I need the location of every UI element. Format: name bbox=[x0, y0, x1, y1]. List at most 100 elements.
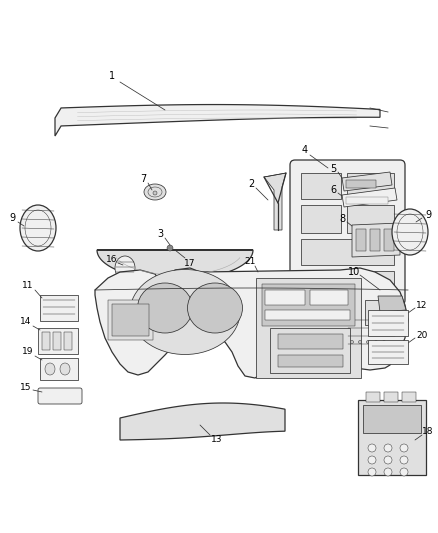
Polygon shape bbox=[97, 250, 253, 280]
Text: 4: 4 bbox=[302, 145, 308, 155]
Ellipse shape bbox=[60, 363, 70, 375]
Text: 7: 7 bbox=[140, 174, 146, 184]
Bar bbox=[53, 332, 61, 350]
Ellipse shape bbox=[400, 468, 408, 476]
Bar bbox=[108, 300, 153, 340]
Text: 16: 16 bbox=[106, 255, 118, 264]
Text: 12: 12 bbox=[416, 301, 427, 310]
Bar bbox=[368, 310, 408, 336]
Bar bbox=[40, 358, 78, 380]
Bar bbox=[277, 274, 286, 284]
Bar bbox=[370, 229, 380, 251]
Bar bbox=[368, 340, 408, 364]
Ellipse shape bbox=[187, 283, 243, 333]
Bar bbox=[402, 392, 416, 402]
Bar bbox=[301, 205, 341, 233]
Bar bbox=[356, 229, 366, 251]
Polygon shape bbox=[378, 296, 406, 312]
Bar bbox=[310, 290, 348, 305]
Ellipse shape bbox=[144, 184, 166, 200]
Polygon shape bbox=[55, 104, 380, 136]
Polygon shape bbox=[352, 223, 400, 257]
Text: 19: 19 bbox=[22, 348, 34, 357]
Bar bbox=[264, 274, 273, 284]
Bar bbox=[64, 332, 72, 350]
Ellipse shape bbox=[153, 191, 157, 195]
Bar bbox=[262, 284, 355, 326]
Bar bbox=[347, 205, 394, 233]
Polygon shape bbox=[95, 268, 408, 378]
Bar bbox=[301, 239, 394, 265]
Ellipse shape bbox=[368, 468, 376, 476]
Ellipse shape bbox=[45, 363, 55, 375]
Bar bbox=[278, 334, 343, 349]
Bar bbox=[265, 310, 350, 320]
Text: 9: 9 bbox=[425, 210, 431, 220]
Text: 18: 18 bbox=[422, 427, 434, 437]
Bar bbox=[346, 180, 376, 188]
Text: 20: 20 bbox=[416, 330, 427, 340]
Text: 10: 10 bbox=[348, 267, 360, 277]
Polygon shape bbox=[330, 305, 365, 315]
Bar bbox=[278, 355, 343, 367]
Ellipse shape bbox=[384, 456, 392, 464]
Text: 1: 1 bbox=[109, 71, 115, 81]
Text: 3: 3 bbox=[157, 229, 163, 239]
Ellipse shape bbox=[382, 341, 385, 343]
Bar bbox=[346, 197, 388, 204]
Text: 2: 2 bbox=[248, 179, 254, 189]
Polygon shape bbox=[342, 188, 397, 207]
Text: 6: 6 bbox=[330, 185, 336, 195]
Polygon shape bbox=[264, 173, 286, 230]
Ellipse shape bbox=[115, 256, 135, 280]
Text: 15: 15 bbox=[20, 383, 32, 392]
Bar bbox=[265, 290, 305, 305]
Bar bbox=[303, 274, 312, 284]
Text: 5: 5 bbox=[330, 164, 336, 174]
Ellipse shape bbox=[20, 205, 56, 251]
Ellipse shape bbox=[368, 444, 376, 452]
Bar bbox=[40, 295, 78, 321]
Bar bbox=[42, 332, 50, 350]
Bar bbox=[358, 400, 426, 475]
Bar bbox=[366, 392, 380, 402]
Ellipse shape bbox=[368, 456, 376, 464]
FancyBboxPatch shape bbox=[38, 388, 82, 404]
Bar bbox=[290, 274, 299, 284]
Text: 14: 14 bbox=[20, 318, 32, 327]
Ellipse shape bbox=[130, 270, 240, 354]
Bar bbox=[384, 229, 394, 251]
Ellipse shape bbox=[138, 283, 192, 333]
Bar bbox=[363, 405, 421, 433]
Ellipse shape bbox=[384, 468, 392, 476]
Bar bbox=[301, 271, 394, 293]
Ellipse shape bbox=[400, 456, 408, 464]
Polygon shape bbox=[248, 272, 318, 286]
Bar bbox=[38, 328, 78, 354]
Bar bbox=[365, 300, 397, 325]
Ellipse shape bbox=[350, 341, 353, 343]
Bar bbox=[112, 304, 149, 336]
FancyBboxPatch shape bbox=[290, 160, 405, 305]
Bar bbox=[256, 278, 361, 378]
Text: 13: 13 bbox=[211, 435, 223, 445]
Text: 9: 9 bbox=[9, 213, 15, 223]
Bar bbox=[384, 392, 398, 402]
Bar bbox=[270, 328, 350, 373]
Text: 11: 11 bbox=[22, 281, 34, 290]
Bar bbox=[251, 274, 260, 284]
Ellipse shape bbox=[167, 245, 173, 251]
Ellipse shape bbox=[358, 341, 361, 343]
Ellipse shape bbox=[400, 444, 408, 452]
Ellipse shape bbox=[367, 341, 370, 343]
Bar bbox=[301, 173, 341, 199]
Polygon shape bbox=[120, 403, 285, 440]
Ellipse shape bbox=[384, 444, 392, 452]
Text: 17: 17 bbox=[184, 260, 196, 269]
Text: 8: 8 bbox=[339, 214, 345, 224]
Bar bbox=[347, 173, 394, 199]
Ellipse shape bbox=[374, 341, 378, 343]
Polygon shape bbox=[342, 172, 392, 191]
Ellipse shape bbox=[392, 209, 428, 255]
Text: 21: 21 bbox=[244, 257, 256, 266]
